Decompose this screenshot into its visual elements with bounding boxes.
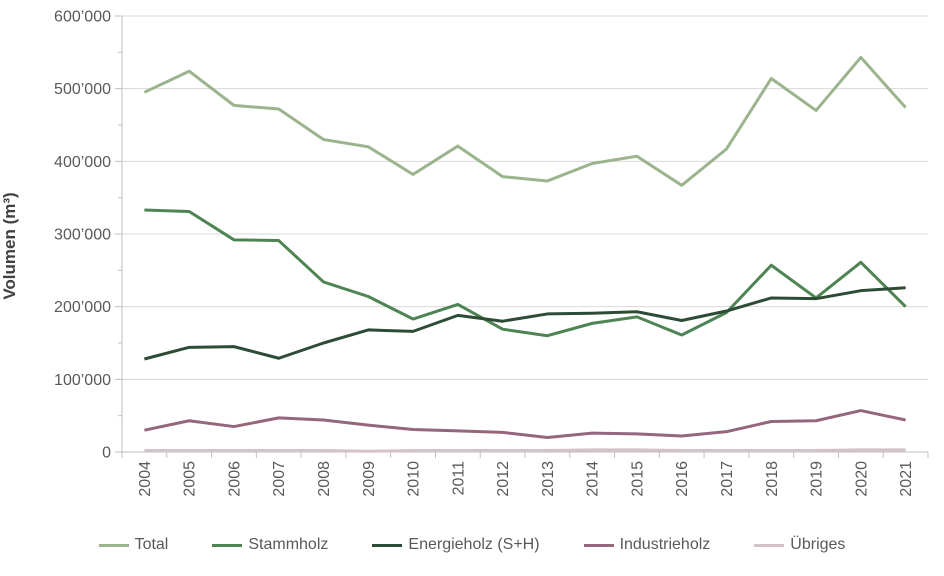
x-tick-label: 2005 bbox=[182, 461, 199, 497]
y-tick-label: 100’000 bbox=[54, 372, 111, 389]
y-tick-label: 500’000 bbox=[54, 81, 111, 98]
legend-label-energieholz-s-h: Energieholz (S+H) bbox=[408, 536, 540, 553]
y-tick-label: 400’000 bbox=[54, 154, 111, 171]
x-tick-label: 2015 bbox=[629, 461, 646, 497]
y-tick-label: 200’000 bbox=[54, 299, 111, 316]
legend: Total Stammholz Energieholz (S+H) Industrie… bbox=[0, 536, 944, 554]
legend-swatch-stammholz bbox=[212, 543, 243, 547]
x-tick-label: 2019 bbox=[809, 461, 826, 497]
x-tick-label: 2018 bbox=[764, 461, 781, 497]
x-tick-label: 2012 bbox=[495, 461, 512, 497]
series-line-briges bbox=[144, 448, 906, 453]
legend-swatch-briges bbox=[754, 543, 785, 547]
x-tick-label: 2021 bbox=[898, 461, 915, 497]
legend-label-stammholz: Stammholz bbox=[248, 536, 329, 553]
y-tick-label: 300’000 bbox=[54, 227, 111, 244]
legend-label-industrieholz: Industrieholz bbox=[619, 536, 711, 553]
x-tick-label: 2007 bbox=[271, 461, 288, 497]
x-tick-label: 2009 bbox=[361, 461, 378, 497]
series-line-stammholz bbox=[144, 208, 907, 338]
series-line-industrieholz bbox=[144, 409, 906, 439]
legend-label-total: Total bbox=[134, 536, 169, 553]
series-line-total bbox=[143, 55, 907, 187]
x-tick-label: 2016 bbox=[674, 461, 691, 497]
x-tick-label: 2013 bbox=[540, 461, 557, 497]
plot-area: 0 100’000 200’000 300’000 400’000 500’000 600’… bbox=[54, 9, 929, 497]
x-tick-label: 2008 bbox=[316, 461, 333, 497]
legend-swatch-energieholz-s-h bbox=[372, 543, 403, 547]
x-tick-label: 2006 bbox=[226, 461, 243, 497]
x-tick-label: 2011 bbox=[450, 461, 467, 496]
legend-item-energieholz-s-h: Energieholz (S+H) bbox=[372, 536, 540, 554]
x-tick-label: 2017 bbox=[719, 461, 736, 497]
legend-swatch-industrieholz bbox=[583, 543, 614, 547]
y-tick-label: 600’000 bbox=[54, 9, 111, 26]
y-tick-label: 0 bbox=[102, 445, 111, 462]
x-tick-label: 2010 bbox=[406, 461, 423, 497]
x-tick-label: 2004 bbox=[137, 461, 154, 497]
legend-item-stammholz: Stammholz bbox=[212, 536, 328, 554]
series-line-energieholz-s-h bbox=[144, 286, 906, 361]
x-tick-label: 2014 bbox=[585, 461, 602, 497]
x-tick-label: 2020 bbox=[853, 461, 870, 497]
legend-item-total: Total bbox=[98, 536, 169, 554]
legend-item-briges: Übriges bbox=[754, 536, 845, 554]
legend-item-industrieholz: Industrieholz bbox=[583, 536, 711, 554]
legend-swatch-total bbox=[98, 543, 129, 547]
legend-label-briges: Übriges bbox=[790, 536, 846, 553]
